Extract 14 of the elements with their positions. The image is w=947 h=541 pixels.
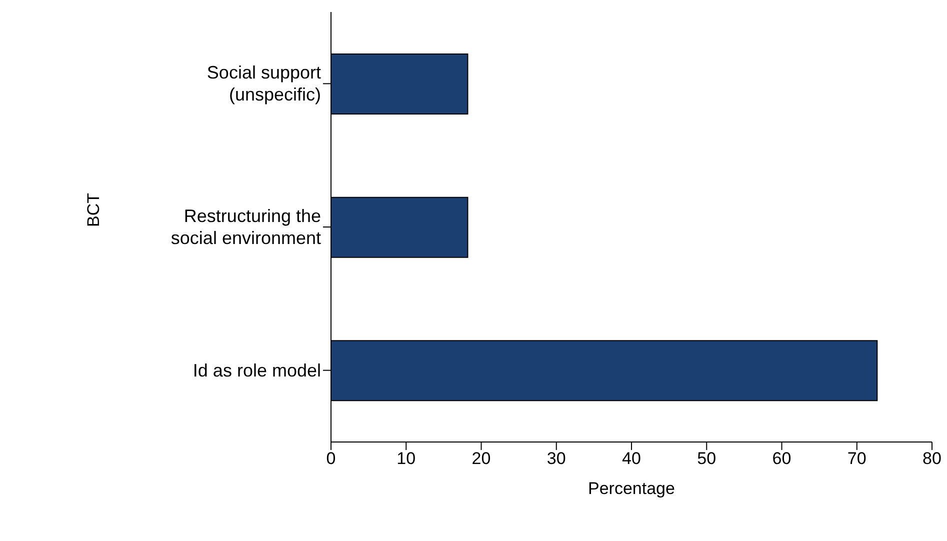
- x-axis-title: Percentage: [588, 479, 675, 498]
- x-tick-label: 0: [326, 449, 336, 468]
- y-tick-label: Restructuring the social environment: [170, 206, 321, 248]
- x-tick-label: 80: [922, 449, 942, 468]
- y-tick-label: Social support (unspecific): [206, 62, 321, 105]
- x-tick-label: 10: [396, 449, 416, 468]
- x-tick-label: 40: [622, 449, 641, 468]
- x-tick-label: 60: [772, 449, 792, 468]
- x-tick-label: 70: [847, 449, 866, 468]
- x-tick-label: 30: [546, 449, 566, 468]
- y-tick-label: Id as role model: [192, 360, 321, 380]
- x-tick-label: 20: [472, 449, 491, 468]
- y-axis-title: BCT: [84, 193, 104, 227]
- x-tick-label: 50: [697, 449, 716, 468]
